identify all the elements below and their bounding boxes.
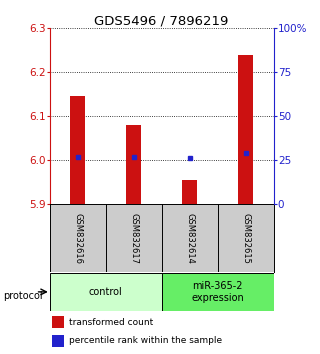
Text: GSM832616: GSM832616: [73, 213, 82, 264]
Text: miR-365-2
expression: miR-365-2 expression: [191, 281, 244, 303]
Text: GSM832615: GSM832615: [241, 213, 250, 264]
Bar: [162, 273, 274, 310]
Bar: [182, 180, 197, 204]
Bar: [52, 316, 64, 328]
Bar: [52, 335, 64, 347]
Text: protocol: protocol: [3, 291, 43, 301]
Text: GSM832617: GSM832617: [129, 213, 138, 264]
Bar: [238, 55, 253, 204]
Text: GSM832614: GSM832614: [185, 213, 194, 264]
Bar: [50, 273, 162, 310]
Bar: [70, 96, 85, 204]
Text: percentile rank within the sample: percentile rank within the sample: [69, 336, 222, 345]
Bar: [126, 125, 141, 204]
Text: transformed count: transformed count: [69, 318, 153, 327]
Text: control: control: [89, 287, 123, 297]
Title: GDS5496 / 7896219: GDS5496 / 7896219: [94, 14, 229, 27]
